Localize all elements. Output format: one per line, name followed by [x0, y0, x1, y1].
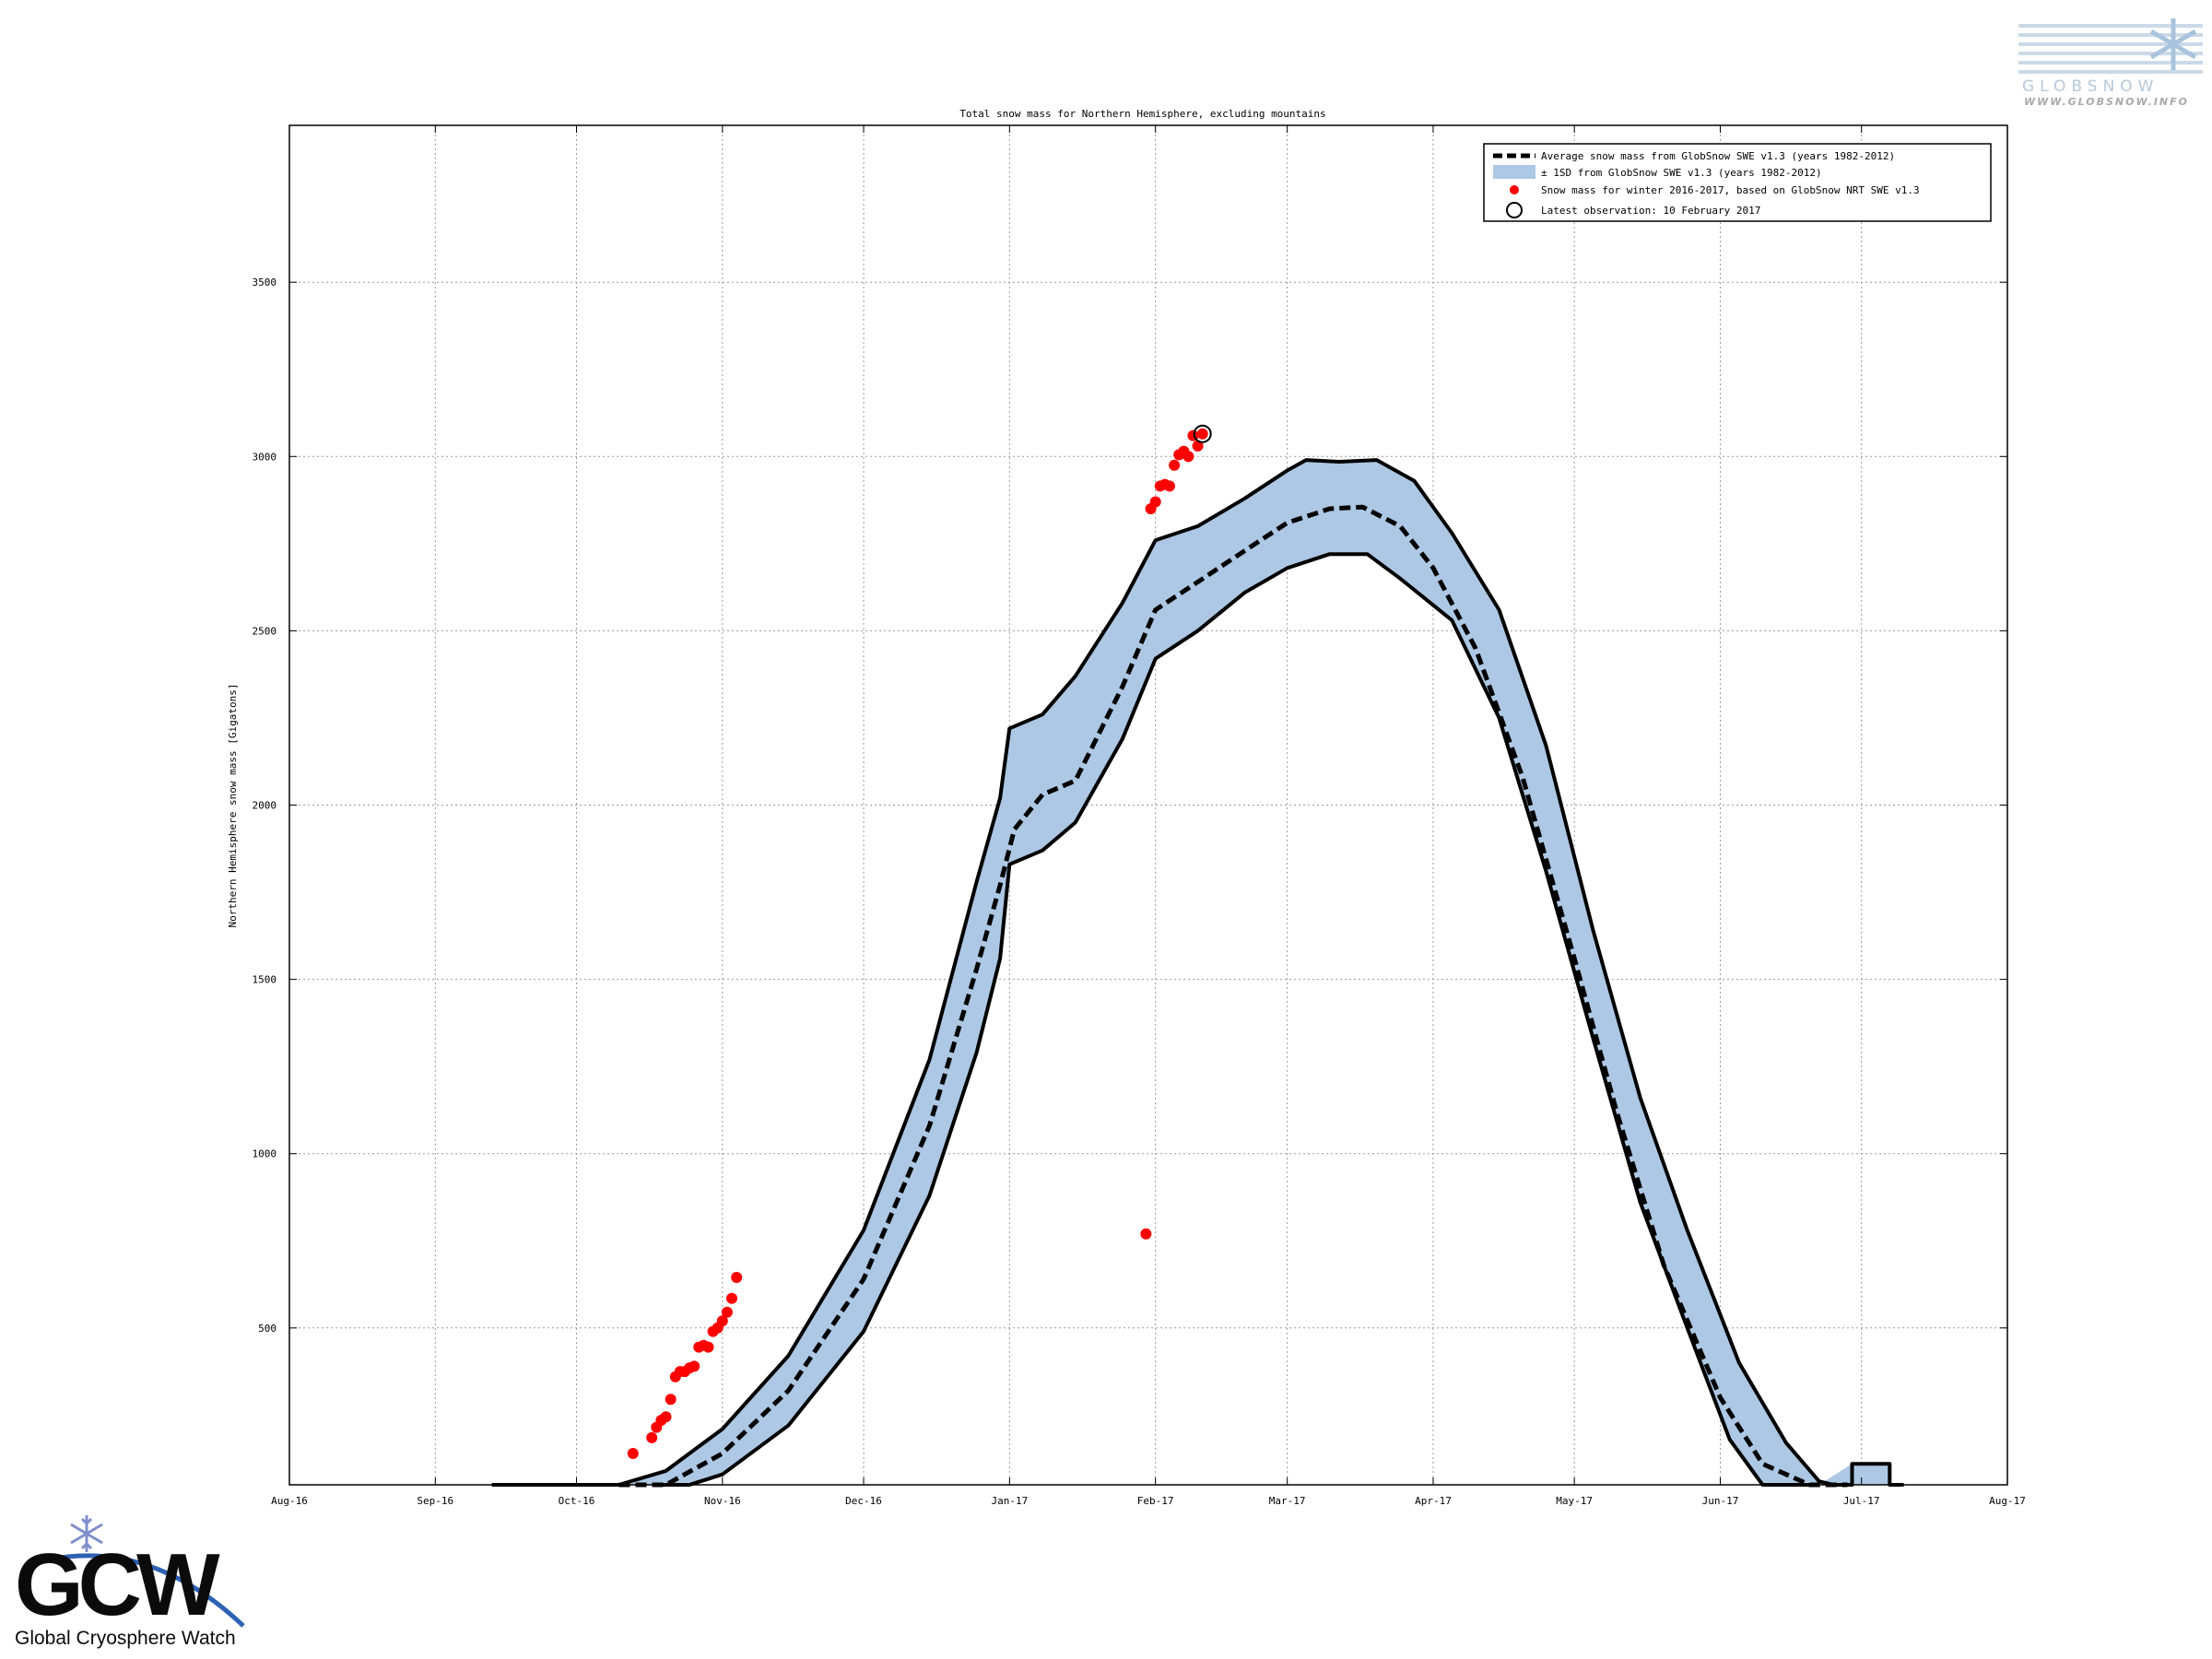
y-axis-label: Northern Hemisphere snow mass [Gigatons]: [227, 684, 239, 928]
legend-mean-label: Average snow mass from GlobSnow SWE v1.3…: [1541, 150, 1895, 162]
observation-point: [665, 1394, 677, 1406]
observation-point: [688, 1360, 700, 1372]
observation-points: [627, 424, 1212, 1459]
legend-band-label: ± 1SD from GlobSnow SWE v1.3 (years 1982…: [1541, 167, 1822, 179]
observation-point: [1192, 440, 1204, 452]
x-tick-label: Apr-17: [1415, 1495, 1452, 1507]
x-tick-label: Mar-17: [1269, 1495, 1306, 1507]
gcw-letters: GCW: [15, 1535, 220, 1634]
mean-line: [618, 504, 1848, 1488]
y-tick-label: 500: [258, 1323, 276, 1335]
globsnow-wordmark: GLOBSNOW: [2022, 77, 2159, 96]
observation-point: [627, 1448, 639, 1459]
gcw-logo: [49, 1515, 245, 1628]
x-axis-ticks: Aug-16 Sep-16 Oct-16 Nov-16 Dec-16 Jan-17 Feb-…: [271, 125, 2026, 1507]
observation-point: [1169, 459, 1181, 471]
globsnow-stripes: [2018, 24, 2203, 74]
observation-point: [1164, 480, 1175, 492]
y-tick-label: 3500: [253, 276, 277, 288]
x-tick-label: Feb-17: [1137, 1495, 1174, 1507]
legend-box: [1483, 143, 1992, 222]
observation-point: [731, 1272, 743, 1283]
x-tick-label: Jun-17: [1702, 1495, 1739, 1507]
snowflake-icon: [70, 1515, 103, 1552]
x-tick-label: Jan-17: [991, 1495, 1028, 1507]
observation-point: [726, 1292, 737, 1304]
observation-point: [1182, 451, 1194, 463]
observation-point: [660, 1411, 672, 1423]
latest-observation-marker: [1193, 424, 1212, 443]
legend-latest-swatch: [1506, 202, 1523, 218]
observation-point: [721, 1306, 733, 1318]
observation-point: [1149, 496, 1161, 508]
y-tick-label: 3000: [253, 451, 277, 463]
series-lines: [491, 458, 1904, 1488]
x-tick-label: Dec-16: [845, 1495, 882, 1507]
x-tick-label: Aug-16: [271, 1495, 308, 1507]
observation-point: [1196, 428, 1208, 440]
legend-latest-label: Latest observation: 10 February 2017: [1541, 205, 1760, 217]
legend: Average snow mass from GlobSnow SWE v1.3…: [1483, 143, 1992, 222]
x-tick-label: Aug-17: [1989, 1495, 2026, 1507]
sd-band-tail: [1852, 1464, 1904, 1485]
snowflake-icon: [2149, 18, 2197, 70]
globsnow-logo: [2018, 18, 2203, 74]
observation-point: [646, 1431, 658, 1443]
grid-lines: [289, 125, 2007, 1485]
y-tick-label: 1000: [253, 1148, 277, 1160]
x-tick-label: Oct-16: [559, 1495, 595, 1507]
legend-observation-label: Snow mass for winter 2016-2017, based on…: [1541, 184, 1920, 196]
y-axis-ticks: 500 1000 1500 2000 2500 3000 3500: [253, 276, 2007, 1335]
globsnow-url: WWW.GLOBSNOW.INFO: [2024, 96, 2190, 108]
x-tick-label: Jul-17: [1843, 1495, 1880, 1507]
sd-band-fill: [491, 460, 1853, 1486]
observation-point: [1140, 1228, 1152, 1240]
x-tick-label: May-17: [1556, 1495, 1593, 1507]
gcw-subtitle: Global Cryosphere Watch: [15, 1628, 236, 1649]
legend-band-swatch: [1493, 165, 1535, 179]
observation-point: [702, 1341, 714, 1353]
sd-band: [491, 460, 1904, 1486]
y-tick-label: 2500: [253, 625, 277, 637]
x-tick-label: Sep-16: [417, 1495, 453, 1507]
y-tick-label: 1500: [253, 974, 277, 986]
gcw-swoosh: [49, 1553, 245, 1628]
x-tick-label: Nov-16: [704, 1495, 741, 1507]
sd-upper-line: [491, 458, 1904, 1487]
y-tick-label: 2000: [253, 800, 277, 812]
chart-title: Total snow mass for Northern Hemisphere,…: [959, 108, 1325, 120]
legend-observation-swatch: [1510, 185, 1519, 194]
observation-point: [716, 1315, 728, 1327]
